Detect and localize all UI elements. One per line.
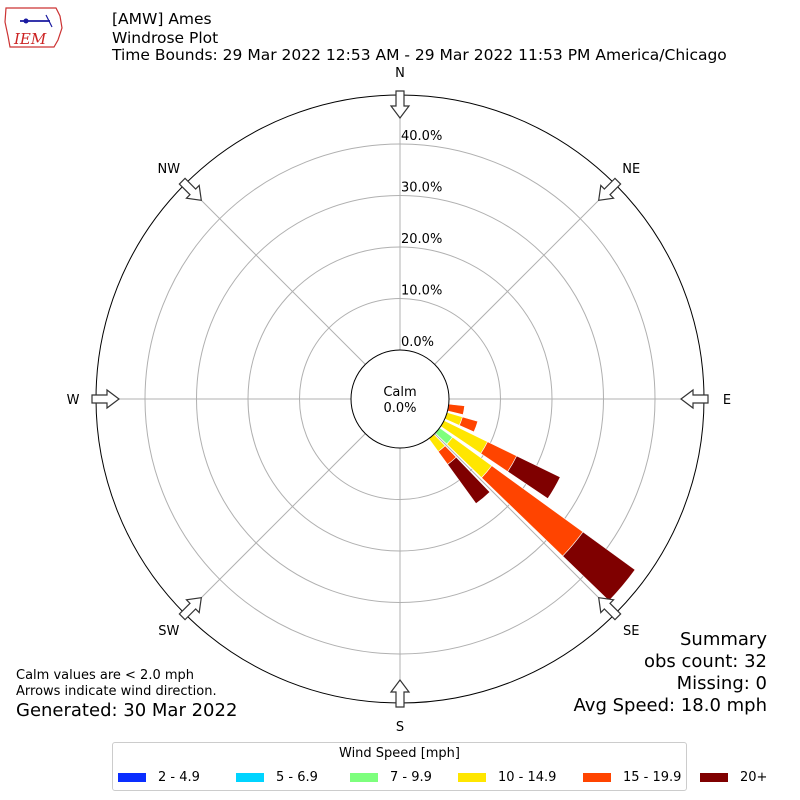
direction-arrow-icon (680, 388, 709, 410)
direction-arrow-icon (597, 177, 622, 202)
grid-spoke (184, 183, 366, 365)
legend-label: 10 - 14.9 (498, 769, 557, 785)
compass-label-n: N (395, 66, 405, 81)
calm-circle-outline (350, 349, 450, 449)
direction-arrow-icon (178, 177, 203, 202)
chart-labels: 0.0% 10.0% 20.0% 30.0% 40.0% N NE E SE S SW W NW (67, 66, 732, 735)
calm-label: Calm (383, 385, 416, 400)
grid-spoke (184, 433, 366, 615)
summary-avg-speed: Avg Speed: 18.0 mph (573, 695, 767, 716)
logo-text: IEM (13, 30, 47, 48)
compass-label-e: E (723, 393, 731, 408)
legend-swatch (350, 772, 378, 782)
wind-bar-segment (507, 455, 561, 500)
legend-label: 20+ (740, 769, 768, 785)
legend-label: 2 - 4.9 (158, 769, 200, 785)
legend-swatch (583, 772, 611, 782)
grid-spoke (434, 433, 616, 615)
iem-logo: IEM (4, 7, 63, 48)
summary-obs-count: obs count: 32 (643, 651, 767, 672)
direction-arrow-icon (389, 679, 411, 708)
compass-label-sw: SW (158, 624, 179, 639)
radial-tick-label: 30.0% (401, 181, 442, 196)
compass-label-se: SE (623, 624, 639, 639)
compass-label-w: W (67, 393, 80, 408)
legend-swatch (118, 772, 146, 782)
compass-label-ne: NE (622, 162, 640, 177)
radial-tick-label: 20.0% (401, 232, 442, 247)
direction-arrow-icon (91, 388, 120, 410)
grid-spoke (434, 183, 616, 365)
legend-swatch (236, 772, 264, 782)
direction-arrow-icon (597, 596, 622, 621)
iowa-outline-icon (4, 7, 63, 48)
legend: Wind Speed [mph] 2 - 4.9 5 - 6.9 7 - 9.9 10… (112, 742, 767, 791)
radial-tick-label: 40.0% (401, 129, 442, 144)
compass-label-nw: NW (157, 162, 180, 177)
direction-arrow-icon (178, 596, 203, 621)
wind-bar-segment (458, 416, 479, 433)
legend-item: 15 - 19.9 (583, 768, 681, 786)
calm-note: Calm values are < 2.0 mph (16, 668, 195, 683)
summary-missing: Missing: 0 (676, 673, 767, 694)
legend-swatch (700, 772, 728, 782)
compass-label-s: S (396, 720, 404, 735)
radial-tick-label: 10.0% (401, 284, 442, 299)
generated-date: Generated: 30 Mar 2022 (16, 700, 238, 721)
legend-item: 5 - 6.9 (236, 768, 318, 786)
legend-item: 7 - 9.9 (350, 768, 432, 786)
radial-tick-label: 0.0% (401, 335, 434, 350)
legend-item: 2 - 4.9 (118, 768, 200, 786)
legend-title: Wind Speed [mph] (339, 746, 460, 761)
wind-bars (428, 403, 636, 602)
legend-label: 7 - 9.9 (390, 769, 432, 785)
chart-title: [AMW] Ames (112, 10, 212, 28)
legend-item: 10 - 14.9 (458, 768, 556, 786)
wind-bar-segment (447, 456, 491, 505)
arrow-note: Arrows indicate wind direction. (16, 684, 217, 699)
legend-swatch (458, 772, 486, 782)
summary-heading: Summary (680, 629, 767, 650)
legend-label: 5 - 6.9 (276, 769, 318, 785)
time-bounds: Time Bounds: 29 Mar 2022 12:53 AM - 29 M… (112, 46, 727, 64)
legend-item: 20+ (700, 768, 767, 786)
direction-arrow-icon (389, 90, 411, 119)
calm-value: 0.0% (383, 401, 416, 416)
direction-arrows (91, 90, 709, 708)
chart-subtitle: Windrose Plot (112, 29, 219, 47)
legend-label: 15 - 19.9 (623, 769, 682, 785)
